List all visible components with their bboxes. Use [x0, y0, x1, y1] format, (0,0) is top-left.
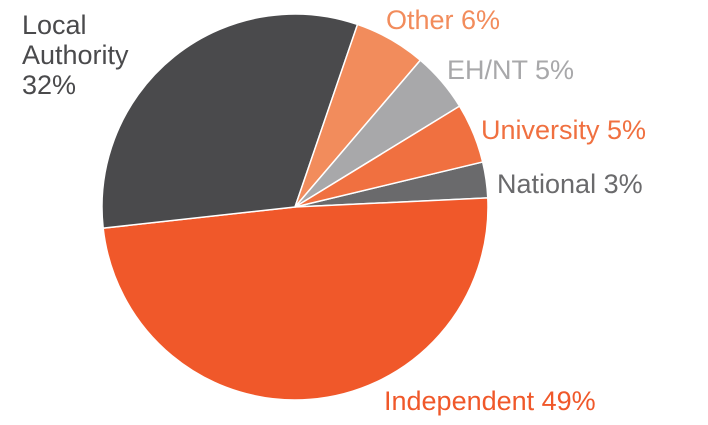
- label-national: National 3%: [497, 169, 643, 199]
- pie-labels: Local Authority 32% Other 6% EH/NT 5% Un…: [22, 5, 646, 416]
- label-other: Other 6%: [386, 5, 500, 35]
- label-university: University 5%: [481, 115, 646, 145]
- label-local-authority-value: 32%: [22, 70, 76, 100]
- pie-slice-university: [294, 105, 484, 208]
- pie-slice-local-authority: [101, 13, 359, 230]
- label-local-authority-line2: Authority: [22, 40, 129, 70]
- label-ehnt: EH/NT 5%: [447, 55, 574, 85]
- pie-slices: [101, 13, 489, 401]
- label-independent: Independent 49%: [384, 386, 596, 416]
- pie-slice-independent: [102, 197, 489, 401]
- label-local-authority-line1: Local: [22, 10, 87, 40]
